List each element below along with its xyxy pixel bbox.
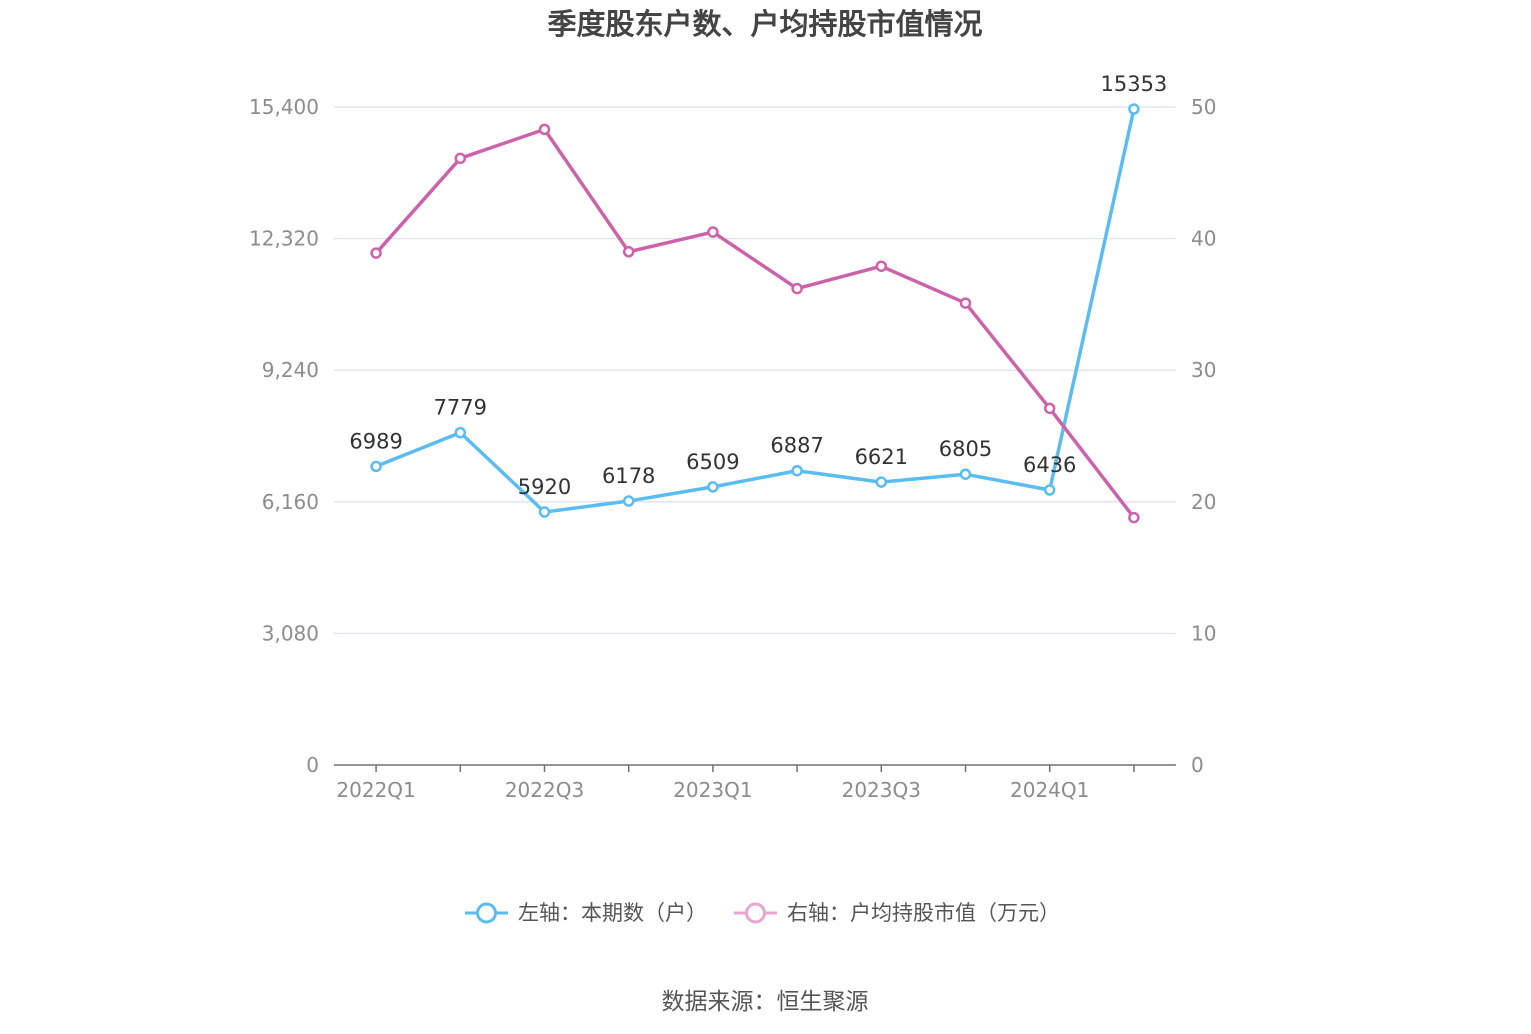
data-point-households[interactable] <box>875 476 888 488</box>
data-point-households[interactable] <box>707 481 719 493</box>
x-axis-tick-label: 2023Q1 <box>673 778 752 802</box>
left-axis-tick-label: 9,240 <box>262 358 319 382</box>
data-labels: 6989 7779 5920 6178 6509 6887 6621 6805 6436 1535… <box>349 72 1167 499</box>
legend-households-marker <box>476 902 497 924</box>
left-axis-tick-label: 6,160 <box>262 490 319 514</box>
data-label-households: 15353 <box>1100 72 1167 96</box>
data-point-households[interactable] <box>538 506 551 518</box>
x-axis-tick-label: 2023Q3 <box>842 778 921 802</box>
data-point-avg-value[interactable] <box>959 297 972 309</box>
series <box>370 103 1140 524</box>
data-label-households: 6805 <box>939 437 992 461</box>
grid <box>334 106 1176 635</box>
data-point-households[interactable] <box>622 495 635 507</box>
data-label-households: 6621 <box>855 445 908 469</box>
data-point-households[interactable] <box>959 468 972 480</box>
data-point-avg-value[interactable] <box>1128 511 1140 524</box>
data-point-avg-value[interactable] <box>707 226 719 238</box>
legend-households-label: 左轴：本期数（户） <box>518 901 707 925</box>
data-label-households: 6887 <box>770 434 823 458</box>
data-point-avg-value[interactable] <box>622 246 635 258</box>
source-note: 数据来源：恒生聚源 <box>662 989 869 1015</box>
x-axis-tick-label: 2022Q1 <box>336 778 415 802</box>
legend-avg-value-label: 右轴：户均持股市值（万元） <box>787 901 1060 925</box>
data-label-households: 6989 <box>349 429 402 453</box>
right-axis-tick-label: 10 <box>1191 621 1216 645</box>
left-axis-tick-label: 15,400 <box>249 95 319 119</box>
data-point-avg-value[interactable] <box>370 247 382 259</box>
left-axis-tick-label: 0 <box>306 753 319 777</box>
data-point-avg-value[interactable] <box>1043 402 1056 415</box>
legend[interactable]: 左轴：本期数（户） 右轴：户均持股市值（万元） <box>465 901 1060 925</box>
right-axis-tick-label: 0 <box>1191 753 1204 777</box>
data-label-households: 7779 <box>434 396 487 420</box>
axes: 0 3,080 6,160 9,240 12,320 15,400 0 10 20 30 40 50 2… <box>249 95 1216 802</box>
legend-avg-value-marker <box>745 902 766 924</box>
data-point-households[interactable] <box>791 464 803 477</box>
data-point-avg-value[interactable] <box>538 123 551 136</box>
legend-item-households[interactable]: 左轴：本期数（户） <box>465 901 707 925</box>
legend-item-avg-value[interactable]: 右轴：户均持股市值（万元） <box>734 901 1060 925</box>
right-axis-tick-label: 30 <box>1191 358 1216 382</box>
series-line-households <box>375 108 1136 514</box>
data-point-households[interactable] <box>370 460 382 473</box>
data-point-avg-value[interactable] <box>454 152 467 165</box>
data-label-households: 6509 <box>686 450 739 474</box>
left-axis-tick-label: 12,320 <box>249 227 319 251</box>
right-axis-tick-label: 40 <box>1191 227 1216 251</box>
data-label-households: 6178 <box>602 464 655 488</box>
chart-title: 季度股东户数、户均持股市值情况 <box>547 7 982 41</box>
x-axis-tick-label: 2022Q3 <box>505 778 584 802</box>
series-line-avg-value <box>374 127 1136 519</box>
right-axis-tick-label: 20 <box>1191 490 1216 514</box>
data-label-households: 5920 <box>518 475 571 499</box>
data-point-households[interactable] <box>454 426 467 439</box>
left-axis-tick-label: 3,080 <box>262 621 319 645</box>
data-point-avg-value[interactable] <box>875 260 888 272</box>
data-label-households: 6436 <box>1023 453 1076 477</box>
x-axis-tick-label: 2024Q1 <box>1010 778 1089 802</box>
right-axis-tick-label: 50 <box>1191 95 1216 119</box>
data-point-avg-value[interactable] <box>791 282 803 295</box>
data-point-households[interactable] <box>1043 484 1056 496</box>
data-point-households[interactable] <box>1128 103 1140 115</box>
